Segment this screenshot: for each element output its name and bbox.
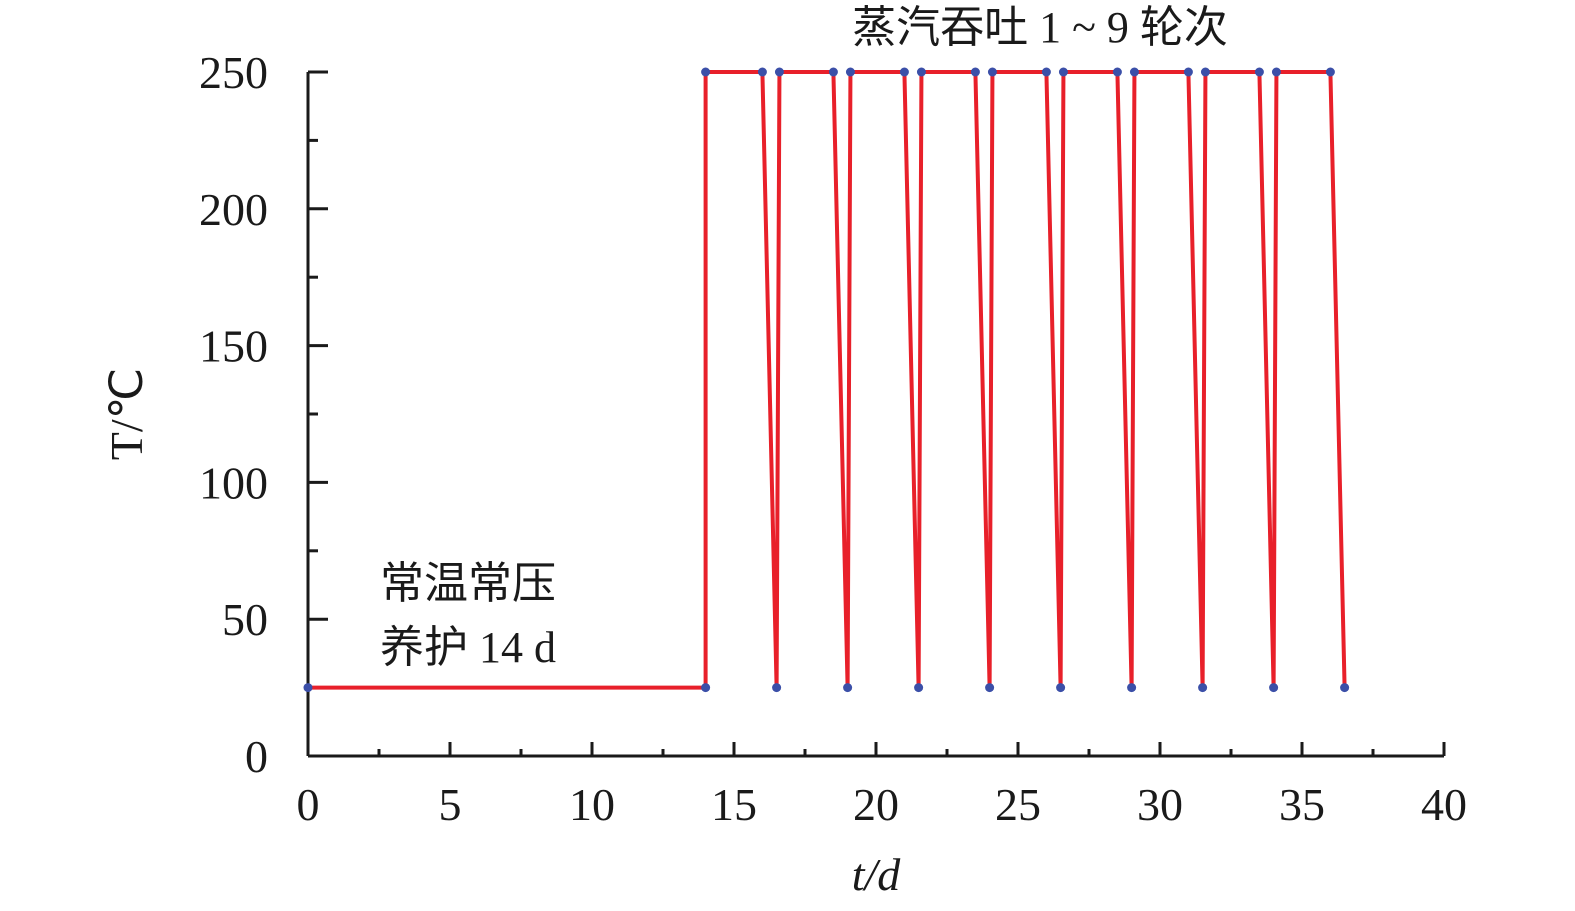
x-tick-label: 20: [853, 779, 899, 830]
x-tick-label: 30: [1137, 779, 1183, 830]
x-tick-label: 15: [711, 779, 757, 830]
x-tick-label: 40: [1421, 779, 1467, 830]
data-point: [1269, 683, 1279, 693]
data-point: [774, 67, 784, 77]
data-point: [1254, 67, 1264, 77]
y-tick-label: 200: [199, 184, 268, 235]
x-tick-label: 5: [439, 779, 462, 830]
data-point: [845, 67, 855, 77]
data-point: [757, 67, 767, 77]
y-axis-label: T/℃: [101, 368, 152, 461]
data-point: [1041, 67, 1051, 77]
data-point: [985, 683, 995, 693]
data-point: [916, 67, 926, 77]
data-point: [1056, 683, 1066, 693]
data-point: [843, 683, 853, 693]
y-tick-label: 100: [199, 457, 268, 508]
data-point: [1183, 67, 1193, 77]
y-tick-label: 250: [199, 47, 268, 98]
data-point: [1200, 67, 1210, 77]
data-point: [303, 683, 313, 693]
data-point: [970, 67, 980, 77]
x-tick-label: 35: [1279, 779, 1325, 830]
data-point: [899, 67, 909, 77]
x-tick-label: 0: [297, 779, 320, 830]
data-point: [914, 683, 924, 693]
data-point: [828, 67, 838, 77]
data-point: [1129, 67, 1139, 77]
data-point: [772, 683, 782, 693]
annotation: 养护 14 d: [380, 623, 556, 672]
annotation: 常温常压: [380, 559, 556, 608]
data-point: [1127, 683, 1137, 693]
data-point: [701, 67, 711, 77]
data-point: [1325, 67, 1335, 77]
data-point: [1198, 683, 1208, 693]
chart-title: 蒸汽吞吐 1 ~ 9 轮次: [852, 3, 1228, 52]
x-axis-label: t/d: [852, 849, 902, 900]
data-point: [1271, 67, 1281, 77]
data-point: [1340, 683, 1350, 693]
y-tick-label: 0: [245, 731, 268, 782]
data-point: [987, 67, 997, 77]
y-tick-label: 50: [222, 594, 268, 645]
data-point: [1112, 67, 1122, 77]
data-point: [701, 683, 711, 693]
x-tick-label: 25: [995, 779, 1041, 830]
data-point: [1058, 67, 1068, 77]
y-tick-label: 150: [199, 321, 268, 372]
x-tick-label: 10: [569, 779, 615, 830]
